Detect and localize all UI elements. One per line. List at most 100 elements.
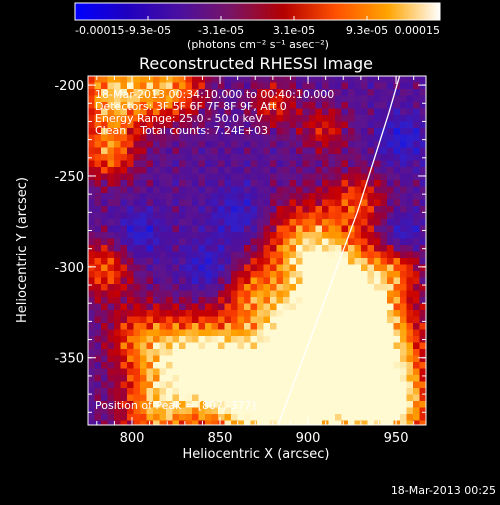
heatmap-cell [309,154,316,161]
solar-limb-curve [277,76,401,425]
heatmap-cell [289,401,297,408]
heatmap-cell [198,277,206,285]
heatmap-cell [159,303,167,311]
heatmap-cell [146,147,154,155]
heatmap-cell [380,336,388,343]
heatmap-cell [88,193,95,200]
heatmap-cell [166,329,173,337]
heatmap-cell [192,167,199,174]
heatmap-cell [322,414,329,421]
heatmap-cell [211,160,219,168]
heatmap-cell [159,82,167,90]
heatmap-cell [406,108,414,116]
heatmap-cell [335,381,342,389]
heatmap-cell [400,355,407,363]
heatmap-cell [387,219,394,226]
y-tick-label: -250 [54,170,84,185]
heatmap-cell [335,154,342,161]
heatmap-cell [133,102,141,109]
heatmap-cell [205,147,212,155]
heatmap-cell [406,342,414,350]
heatmap-cell [276,251,284,259]
heatmap-cell [146,375,154,382]
heatmap-cell [237,355,245,363]
heatmap-cell [159,225,167,233]
heatmap-cell [302,147,310,155]
heatmap-cell [380,160,388,168]
heatmap-cell [374,128,381,135]
heatmap-cell [166,134,173,142]
heatmap-cell [120,108,128,116]
heatmap-cell [231,225,238,233]
heatmap-cell [296,128,303,135]
heatmap-cell [289,245,297,252]
heatmap-cell [419,323,426,330]
heatmap-cell [192,173,199,181]
heatmap-cell [224,167,232,174]
heatmap-cell [380,76,388,83]
heatmap-cell [276,141,284,148]
heatmap-cell [205,167,212,174]
heatmap-cell [185,154,193,161]
heatmap-cell [315,206,323,213]
heatmap-cell [380,342,388,350]
heatmap-cell [237,277,245,285]
heatmap-cell [211,193,219,200]
heatmap-cell [400,329,407,337]
heatmap-cell [231,407,238,415]
heatmap-cell [341,277,349,285]
heatmap-cell [244,336,251,343]
heatmap-cell [322,264,329,272]
heatmap-cell [283,212,290,220]
heatmap-cell [127,115,134,122]
heatmap-cell [218,401,225,408]
heatmap-cell [302,238,310,246]
heatmap-cell [302,102,310,109]
heatmap-cell [237,414,245,421]
heatmap-cell [289,219,297,226]
heatmap-cell [127,297,134,304]
heatmap-cell [114,173,121,181]
heatmap-cell [400,316,407,324]
heatmap-cell [192,355,199,363]
heatmap-cell [250,212,258,220]
heatmap-cell [166,245,173,252]
heatmap-cell [166,284,173,291]
heatmap-cell [198,388,206,395]
heatmap-cell [224,82,232,90]
heatmap-cell [114,277,121,285]
heatmap-cell [107,76,115,83]
heatmap-cell [192,349,199,356]
heatmap-cell [153,147,160,155]
heatmap-cell [159,277,167,285]
heatmap-cell [328,219,336,226]
heatmap-cell [309,245,316,252]
heatmap-cell [289,154,297,161]
heatmap-cell [237,290,245,298]
heatmap-cell [328,342,336,350]
heatmap-cell [172,147,180,155]
heatmap-cell [192,193,199,200]
heatmap-cell [393,141,401,148]
heatmap-cell [114,134,121,142]
heatmap-cell [406,368,414,376]
heatmap-cell [302,121,310,129]
heatmap-cell [192,407,199,415]
heatmap-cell [419,394,426,402]
heatmap-cell [107,167,115,174]
heatmap-cell [406,141,414,148]
heatmap-cell [237,219,245,226]
heatmap-cell [387,121,394,129]
heatmap-cell [276,95,284,103]
heatmap-cell [146,167,154,174]
heatmap-cell [400,264,407,272]
heatmap-cell [302,271,310,278]
heatmap-cell [166,102,173,109]
heatmap-cell [185,141,193,148]
heatmap-cell [179,388,186,395]
heatmap-cell [309,368,316,376]
heatmap-cell [101,336,108,343]
heatmap-cell [153,290,160,298]
heatmap-cell [406,173,414,181]
heatmap-cell [257,414,264,421]
